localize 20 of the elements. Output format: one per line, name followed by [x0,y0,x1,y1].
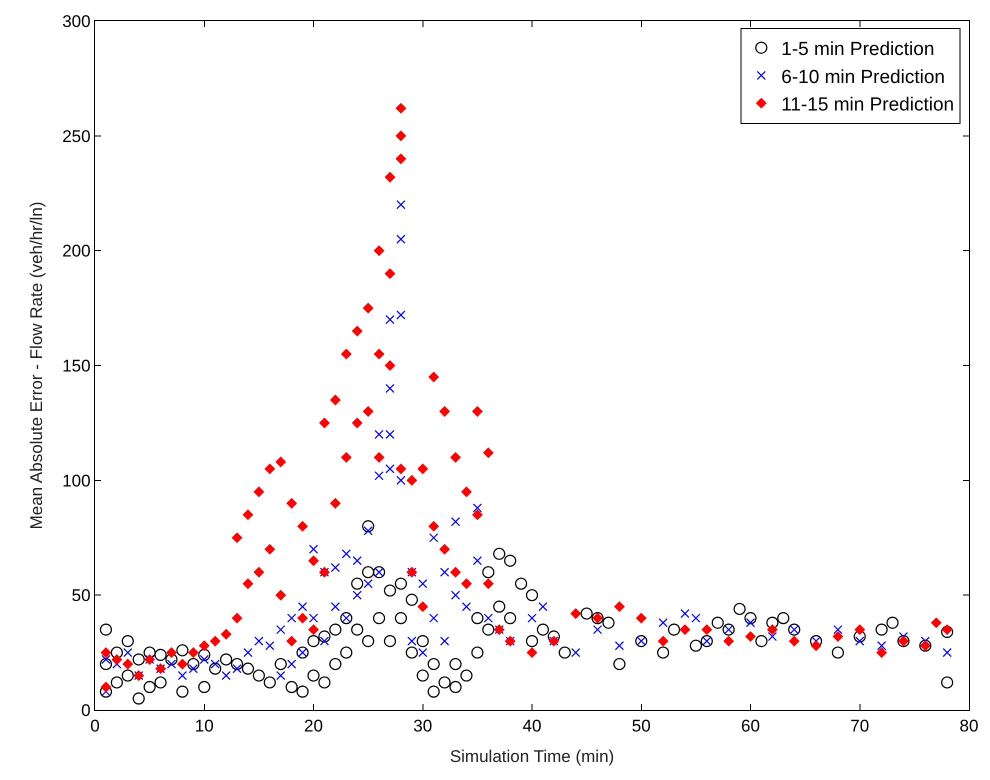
legend-label: 11-15 min Prediction [781,94,954,116]
y-tick-label: 150 [62,356,91,376]
x-tick-label: 60 [741,716,760,736]
x-tick-label: 30 [413,716,432,736]
x-axis-title: Simulation Time (min) [450,746,614,766]
x-tick-label: 10 [194,716,214,736]
legend-label: 6-10 min Prediction [781,66,945,88]
x-tick-label: 20 [304,716,323,736]
y-tick-label: 100 [62,471,91,490]
y-tick-label: 50 [72,586,91,606]
legend-label: 1-5 min Prediction [781,39,934,60]
x-tick-label: 40 [522,716,542,736]
x-tick-label: 80 [960,716,978,736]
x-tick-label: 50 [632,716,651,736]
y-tick-label: 200 [62,242,91,261]
x-tick-label: 70 [850,716,870,736]
y-tick-label: 300 [62,12,91,31]
y-axis-title: Mean Absolute Error - Flow Rate (veh/hr/ln) [26,202,46,530]
y-tick-label: 0 [81,700,91,720]
y-tick-label: 250 [62,126,91,146]
